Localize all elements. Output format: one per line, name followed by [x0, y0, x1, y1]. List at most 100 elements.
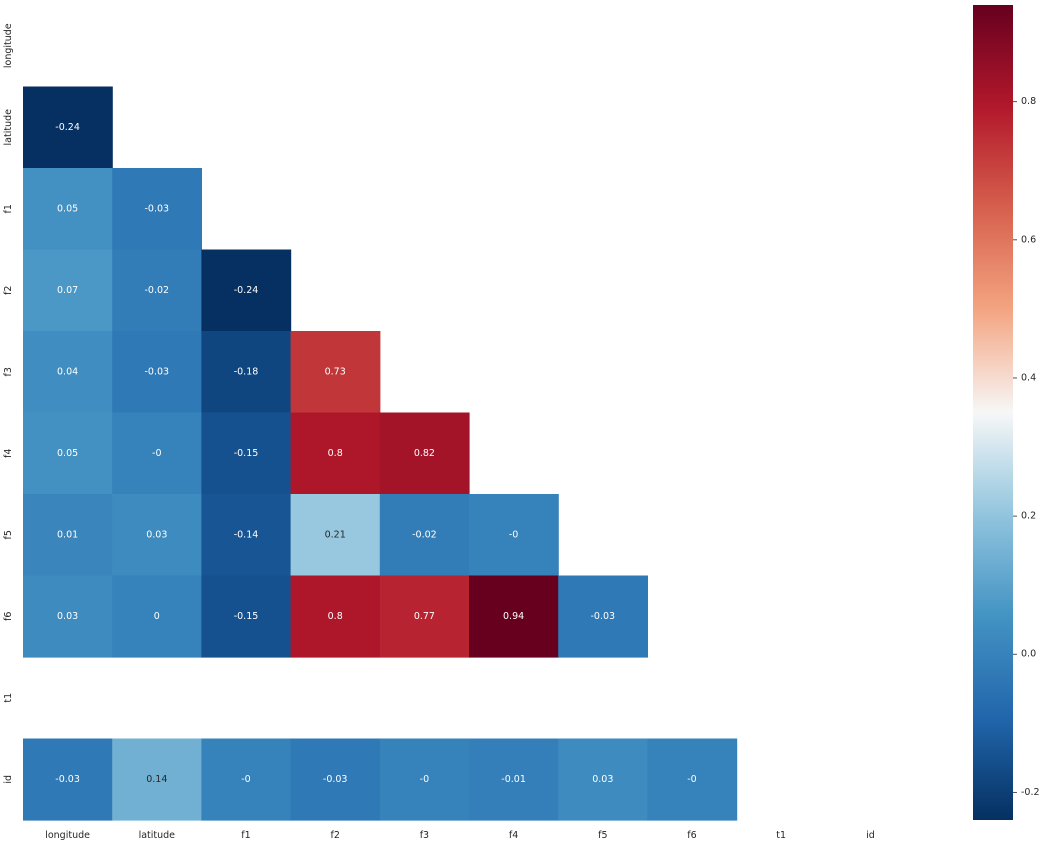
colorbar-tick-label: 0.2 — [1021, 511, 1036, 522]
heatmap-cell — [201, 494, 292, 577]
heatmap-cell — [112, 331, 202, 414]
y-tick-label: id — [3, 775, 14, 784]
x-tick-label: f3 — [420, 830, 429, 841]
cell-value-label: 0.01 — [57, 529, 78, 540]
cell-value-label: -0 — [152, 448, 161, 459]
x-tick-label: f4 — [509, 830, 518, 841]
heatmap-cell — [23, 249, 113, 332]
heatmap-cell — [290, 331, 381, 414]
heatmap-cell — [201, 575, 292, 658]
heatmap-cell — [23, 412, 113, 495]
colorbar-tick-label: 0.6 — [1021, 234, 1036, 245]
x-tick-label: t1 — [776, 830, 786, 841]
heatmap-cell — [23, 738, 113, 821]
heatmap-cell — [469, 738, 559, 821]
colorbar-gradient — [973, 5, 1013, 820]
cell-value-label: 0.14 — [146, 774, 167, 785]
heatmap-cell — [558, 575, 648, 658]
cell-value-label: -0 — [420, 774, 429, 785]
heatmap-cell — [201, 738, 292, 821]
cell-value-label: 0.73 — [325, 366, 346, 377]
heatmap-cell — [112, 738, 202, 821]
heatmap-cell — [112, 494, 202, 577]
heatmap-cell — [23, 331, 113, 414]
cell-value-label: -0.02 — [145, 285, 170, 296]
cell-value-label: 0.03 — [146, 529, 167, 540]
heatmap-cell — [379, 575, 470, 658]
x-axis-tick-labels: longitude latitude f1 f2 f3 f4 f5 f6 t1 id — [45, 830, 875, 841]
cell-value-label: -0.15 — [234, 448, 259, 459]
y-tick-label: latitude — [3, 109, 14, 146]
cell-value-label: -0 — [509, 529, 518, 540]
cell-value-label: -0.24 — [55, 122, 80, 133]
colorbar: -0.2 0.0 0.2 0.4 0.6 0.8 — [973, 5, 1040, 820]
y-tick-label: t1 — [3, 693, 14, 703]
heatmap-cell — [379, 738, 470, 821]
cell-value-label: -0.24 — [234, 285, 259, 296]
cell-value-label: -0.03 — [145, 203, 170, 214]
cell-value-label: 0.05 — [57, 448, 78, 459]
cell-value-label: 0.77 — [414, 611, 435, 622]
x-tick-label: id — [866, 830, 875, 841]
cell-value-label: 0.04 — [57, 366, 78, 377]
cell-value-label: -0 — [687, 774, 696, 785]
x-tick-label: latitude — [139, 830, 176, 841]
cell-value-label: 0.07 — [57, 285, 78, 296]
cell-value-label: 0.05 — [57, 203, 78, 214]
cell-value-label: 0.8 — [328, 611, 343, 622]
cell-value-label: 0 — [154, 611, 160, 622]
y-axis-tick-labels: longitude latitude f1 f2 f3 f4 f5 f6 t1 id — [3, 23, 14, 783]
y-tick-label: f2 — [3, 286, 14, 295]
heatmap-cell — [201, 249, 292, 332]
cell-value-label: 0.03 — [57, 611, 78, 622]
heatmap-cell — [290, 412, 381, 495]
cell-value-label: 0.03 — [592, 774, 613, 785]
heatmap-cell — [23, 168, 113, 251]
heatmap-cell — [23, 86, 113, 169]
heatmap-cell — [112, 249, 202, 332]
heatmap-cell — [379, 412, 470, 495]
x-tick-label: f5 — [598, 830, 607, 841]
heatmap-cell — [469, 575, 559, 658]
y-tick-label: f3 — [3, 367, 14, 376]
cell-value-label: -0.02 — [412, 529, 437, 540]
heatmap-cell — [23, 494, 113, 577]
cell-value-label: -0.03 — [145, 366, 170, 377]
heatmap-cell — [469, 494, 559, 577]
y-tick-label: f5 — [3, 530, 14, 539]
heatmap-cell — [290, 575, 381, 658]
heatmap-cell — [201, 412, 292, 495]
heatmap-cell — [290, 738, 381, 821]
x-tick-label: f1 — [241, 830, 250, 841]
cell-value-label: -0 — [241, 774, 250, 785]
heatmap-cell — [112, 575, 202, 658]
y-tick-label: f6 — [3, 612, 14, 621]
cell-value-label: -0.03 — [323, 774, 348, 785]
cell-value-label: -0.18 — [234, 366, 259, 377]
heatmap-cell — [290, 494, 381, 577]
cell-value-label: -0.14 — [234, 529, 259, 540]
cell-value-label: -0.03 — [55, 774, 80, 785]
y-tick-label: f4 — [3, 449, 14, 458]
x-tick-label: longitude — [45, 830, 90, 841]
x-tick-label: f2 — [331, 830, 340, 841]
cell-value-label: 0.94 — [503, 611, 524, 622]
cell-value-label: 0.21 — [325, 529, 346, 540]
heatmap-cell — [112, 412, 202, 495]
cell-value-label: 0.82 — [414, 448, 435, 459]
y-tick-label: f1 — [3, 204, 14, 213]
colorbar-tick-label: 0.8 — [1021, 96, 1036, 107]
heatmap-cell — [112, 168, 202, 251]
cell-value-label: -0.03 — [591, 611, 616, 622]
heatmap-cell — [558, 738, 648, 821]
heatmap-cell — [647, 738, 738, 821]
x-tick-label: f6 — [687, 830, 696, 841]
heatmap-cells: -0.24 0.05 -0.03 0.07 -0.02 -0.24 0.04 -0.03 -0.… — [23, 86, 738, 821]
colorbar-tick-label: 0.4 — [1021, 372, 1036, 383]
heatmap-cell — [379, 494, 470, 577]
cell-value-label: -0.15 — [234, 611, 259, 622]
heatmap-cell — [201, 331, 292, 414]
cell-value-label: -0.01 — [501, 774, 526, 785]
colorbar-tick-label: -0.2 — [1021, 787, 1040, 798]
